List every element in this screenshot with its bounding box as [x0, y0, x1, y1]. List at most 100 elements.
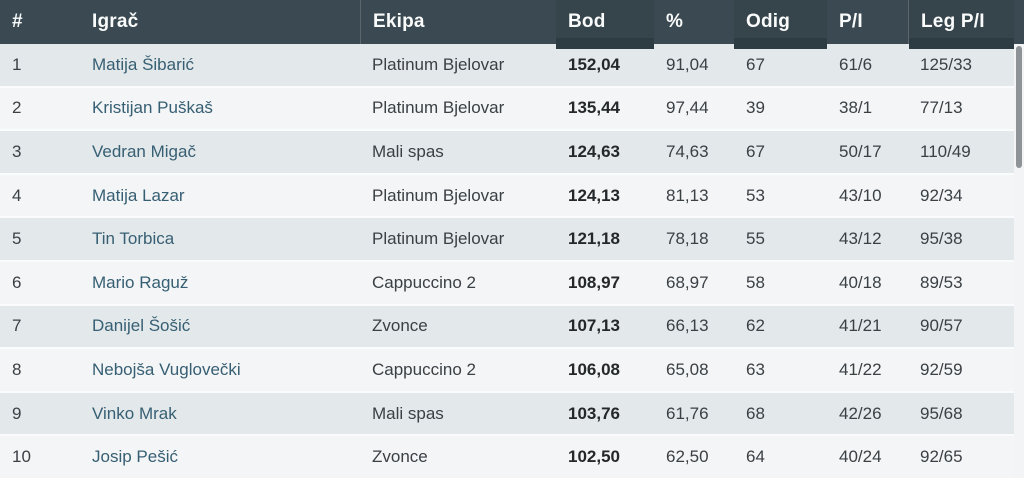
team-cell: Platinum Bjelovar — [372, 229, 505, 249]
player-name-link[interactable]: Matija Šibarić — [92, 54, 195, 74]
legpi-cell: 125/33 — [920, 54, 972, 74]
percent-cell: 91,04 — [666, 54, 709, 74]
player-name-link[interactable]: Tin Torbica — [92, 229, 175, 249]
percent-cell: 78,18 — [666, 229, 709, 249]
played-cell: 67 — [746, 54, 765, 74]
legpi-cell: 92/65 — [920, 447, 963, 467]
column-header-points[interactable]: Bod — [556, 0, 654, 49]
points-cell: 102,50 — [568, 447, 620, 467]
table-row: 8 Nebojša Vuglovečki Cappuccino 2 106,08… — [0, 347, 1014, 391]
player-name-link[interactable]: Mario Raguž — [92, 272, 189, 292]
pi-cell: 38/1 — [839, 98, 873, 118]
rank-cell: 5 — [12, 229, 22, 249]
pi-cell: 42/26 — [839, 403, 882, 423]
table-row: 1 Matija Šibarić Platinum Bjelovar 152,0… — [0, 44, 1014, 86]
rank-cell: 6 — [12, 272, 22, 292]
team-cell: Platinum Bjelovar — [372, 98, 505, 118]
table-row: 6 Mario Raguž Cappuccino 2 108,97 68,97 … — [0, 259, 1014, 304]
legpi-cell: 110/49 — [920, 141, 971, 161]
played-cell: 62 — [746, 316, 765, 336]
rank-cell: 8 — [12, 359, 22, 379]
points-cell: 135,44 — [568, 98, 620, 118]
rank-cell: 9 — [12, 403, 22, 423]
legpi-cell: 92/59 — [920, 359, 963, 379]
rank-cell: 3 — [12, 141, 22, 161]
points-cell: 106,08 — [568, 359, 620, 379]
rank-cell: 1 — [12, 54, 22, 74]
team-cell: Zvonce — [372, 447, 428, 467]
percent-cell: 97,44 — [666, 98, 709, 118]
pi-cell: 41/22 — [839, 359, 882, 379]
played-cell: 64 — [746, 447, 765, 467]
percent-cell: 65,08 — [666, 359, 709, 379]
table-row: 2 Kristijan Puškaš Platinum Bjelovar 135… — [0, 85, 1014, 130]
pi-cell: 61/6 — [839, 54, 873, 74]
scrollbar-thumb[interactable] — [1016, 46, 1022, 168]
rank-cell: 10 — [12, 447, 31, 467]
column-header-rank[interactable]: # — [12, 11, 23, 32]
rank-cell: 2 — [12, 98, 22, 118]
pi-cell: 43/10 — [839, 185, 882, 205]
played-cell: 55 — [746, 229, 765, 249]
legpi-cell: 77/13 — [920, 98, 963, 118]
points-cell: 124,63 — [568, 141, 620, 161]
table-row: 3 Vedran Migač Mali spas 124,63 74,63 67… — [0, 129, 1014, 173]
percent-cell: 66,13 — [666, 316, 709, 336]
table-row: 10 Josip Pešić Zvonce 102,50 62,50 64 40… — [0, 434, 1014, 478]
pi-cell: 40/18 — [839, 272, 882, 292]
percent-cell: 68,97 — [666, 272, 709, 292]
pi-cell: 40/24 — [839, 447, 882, 467]
team-cell: Platinum Bjelovar — [372, 185, 505, 205]
table-row: 9 Vinko Mrak Mali spas 103,76 61,76 68 4… — [0, 390, 1014, 435]
legpi-cell: 95/38 — [920, 229, 963, 249]
player-name-link[interactable]: Vedran Migač — [92, 141, 196, 161]
played-cell: 39 — [746, 98, 765, 118]
player-name-link[interactable]: Josip Pešić — [92, 447, 178, 467]
player-name-link[interactable]: Matija Lazar — [92, 185, 185, 205]
rank-cell: 4 — [12, 185, 22, 205]
rank-cell: 7 — [12, 316, 22, 336]
column-header-played[interactable]: Odig — [734, 0, 827, 49]
team-cell: Platinum Bjelovar — [372, 54, 505, 74]
column-header-player[interactable]: Igrač — [92, 11, 139, 32]
percent-cell: 61,76 — [666, 403, 709, 423]
team-cell: Mali spas — [372, 141, 444, 161]
pi-cell: 50/17 — [839, 141, 882, 161]
table-row: 4 Matija Lazar Platinum Bjelovar 124,13 … — [0, 172, 1014, 217]
column-header-percent[interactable]: % — [666, 11, 684, 32]
column-header-team[interactable]: Ekipa — [360, 0, 556, 44]
pi-cell: 41/21 — [839, 316, 882, 336]
team-cell: Cappuccino 2 — [372, 359, 476, 379]
team-cell: Mali spas — [372, 403, 444, 423]
player-name-link[interactable]: Nebojša Vuglovečki — [92, 359, 241, 379]
points-cell: 152,04 — [568, 54, 620, 74]
points-cell: 108,97 — [568, 272, 620, 292]
percent-cell: 74,63 — [666, 141, 709, 161]
column-header-legpi[interactable]: Leg P/I — [908, 0, 1014, 49]
scrollbar-track[interactable] — [1014, 44, 1024, 478]
played-cell: 63 — [746, 359, 765, 379]
points-cell: 107,13 — [568, 316, 620, 336]
legpi-cell: 90/57 — [920, 316, 963, 336]
legpi-cell: 95/68 — [920, 403, 963, 423]
player-name-link[interactable]: Vinko Mrak — [92, 403, 177, 423]
player-name-link[interactable]: Danijel Šošić — [92, 316, 191, 336]
played-cell: 67 — [746, 141, 765, 161]
column-header-pi[interactable]: P/I — [839, 11, 863, 32]
legpi-cell: 92/34 — [920, 185, 963, 205]
table-body: 1 Matija Šibarić Platinum Bjelovar 152,0… — [0, 44, 1014, 478]
table-row: 7 Danijel Šošić Zvonce 107,13 66,13 62 4… — [0, 303, 1014, 348]
points-cell: 103,76 — [568, 403, 620, 423]
player-name-link[interactable]: Kristijan Puškaš — [92, 98, 213, 118]
percent-cell: 81,13 — [666, 185, 709, 205]
played-cell: 53 — [746, 185, 765, 205]
played-cell: 58 — [746, 272, 765, 292]
header-scrollbar-spacer — [1014, 0, 1024, 44]
table-row: 5 Tin Torbica Platinum Bjelovar 121,18 7… — [0, 216, 1014, 260]
table-header-row: # Igrač Ekipa Bod % Odig P/I Leg P/I — [0, 0, 1024, 49]
legpi-cell: 89/53 — [920, 272, 963, 292]
points-cell: 121,18 — [568, 229, 620, 249]
pi-cell: 43/12 — [839, 229, 882, 249]
played-cell: 68 — [746, 403, 765, 423]
